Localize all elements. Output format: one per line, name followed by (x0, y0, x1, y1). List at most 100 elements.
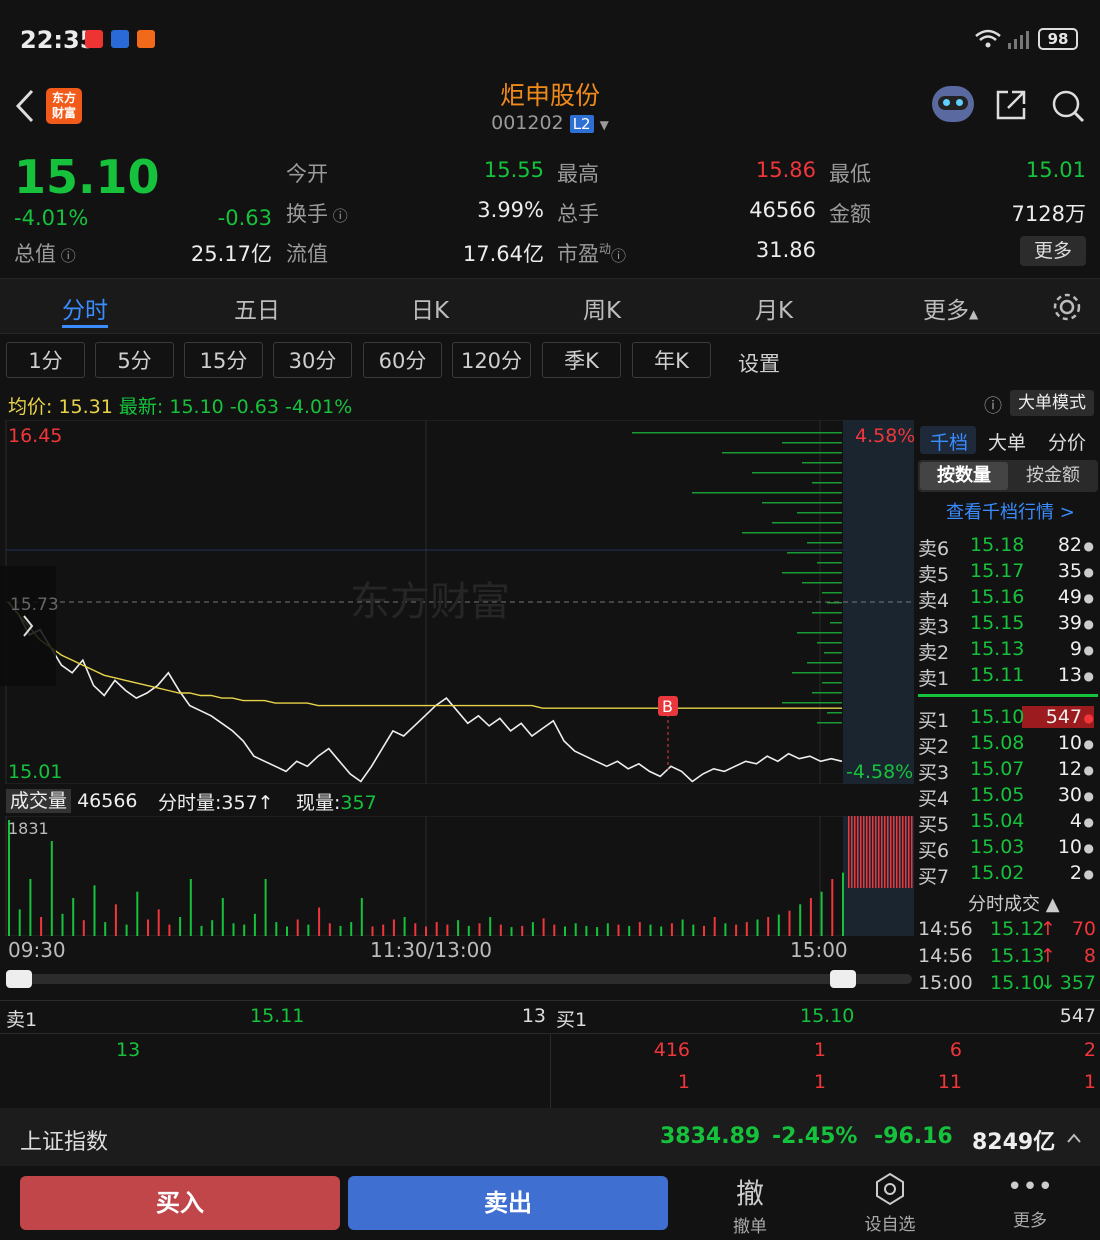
collapse-handle[interactable] (0, 566, 56, 686)
depth-bar (817, 642, 842, 644)
depth-bar (782, 572, 842, 574)
ask-row[interactable]: 卖5 15.17 35 ● (916, 560, 1098, 586)
period-quarter-k[interactable]: 季K (542, 342, 621, 378)
back-icon[interactable] (12, 88, 38, 124)
time-axis-mid: 11:30/13:00 (370, 938, 493, 962)
buy-marker[interactable] (658, 696, 678, 716)
order-dot-icon: ● (1083, 539, 1094, 553)
subtab-by-amount[interactable]: 按金额 (1026, 465, 1080, 486)
side-tab-depth[interactable]: 千档 (930, 432, 969, 454)
auction-bar (851, 816, 853, 888)
bid-order-qty: 2 (1083, 1039, 1096, 1061)
index-ticker[interactable]: 上证指数 3834.89 -2.45% -96.16 8249亿 (0, 1108, 1100, 1166)
volume-bar (788, 910, 791, 936)
bid-row[interactable]: 买2 15.08 10 ● (916, 732, 1098, 758)
volume-chart[interactable]: 1831 (0, 816, 914, 936)
tick-price: 15.10 (990, 972, 1045, 994)
gear-icon[interactable] (1052, 292, 1082, 322)
auction-bar (878, 816, 880, 888)
period-15m[interactable]: 15分 (184, 342, 263, 378)
depth-bar (812, 612, 842, 614)
period-30m[interactable]: 30分 (273, 342, 352, 378)
volume-bar (82, 920, 85, 936)
bid-row[interactable]: 买7 15.02 2 ● (916, 862, 1098, 888)
bid-order-qty: 1 (677, 1071, 690, 1093)
ask-row[interactable]: 卖1 15.11 13 ● (916, 664, 1098, 690)
stock-code-line[interactable]: 001202 L2 ▼ (470, 112, 630, 134)
tab-five-day[interactable]: 五日 (234, 298, 280, 324)
tick-time: 14:56 (918, 945, 973, 967)
bid-row[interactable]: 买6 15.03 10 ● (916, 836, 1098, 862)
more-quote-button[interactable]: 更多 (1020, 236, 1086, 266)
volume-bar (649, 924, 652, 936)
ask-price: 15.17 (970, 560, 1025, 582)
auction-bar (902, 816, 904, 888)
ask-row[interactable]: 卖2 15.13 9 ● (916, 638, 1098, 664)
period-5m[interactable]: 5分 (95, 342, 174, 378)
more-actions-button[interactable]: ••• 更多 (990, 1172, 1070, 1231)
ask-row[interactable]: 卖3 15.15 39 ● (916, 612, 1098, 638)
tab-intraday[interactable]: 分时 (62, 298, 108, 324)
ticks-title[interactable]: 分时成交 ▲ (968, 894, 1060, 915)
volume-bar (29, 879, 32, 936)
range-scrollbar[interactable] (8, 974, 912, 984)
price-max-label: 16.45 (8, 425, 62, 447)
range-handle-left[interactable] (6, 970, 32, 988)
tab-more[interactable]: 更多▲ (923, 298, 979, 324)
volume-bar (531, 922, 534, 936)
turnover-label[interactable]: 换手 ⓘ (286, 202, 348, 226)
big-order-mode-button[interactable]: 大单模式 (1010, 390, 1094, 416)
period-120m[interactable]: 120分 (452, 342, 531, 378)
range-handle-right[interactable] (830, 970, 856, 988)
volume-bar (179, 917, 182, 936)
ask-qty: 35 (1057, 560, 1082, 582)
tab-daily-k[interactable]: 日K (411, 298, 450, 324)
volume-bar (61, 913, 64, 936)
volume-bar (189, 879, 192, 936)
chevron-up-icon[interactable] (1066, 1132, 1082, 1144)
auction-bar (860, 816, 862, 888)
volume-indicator-select[interactable]: 成交量 (6, 789, 72, 813)
bid-row[interactable]: 买4 15.05 30 ● (916, 784, 1098, 810)
tab-monthly-k[interactable]: 月K (755, 298, 794, 324)
ask-label: 卖2 (918, 642, 950, 664)
period-year-k[interactable]: 年K (632, 342, 711, 378)
order-dot-icon: ● (1083, 591, 1094, 605)
buy-button[interactable]: 买入 (20, 1176, 340, 1230)
latest-pct: -4.01% (285, 396, 353, 418)
subtab-by-qty[interactable]: 按数量 (920, 462, 1008, 490)
bid-row[interactable]: 买1 15.10 547 ● (916, 706, 1098, 732)
pe-label[interactable]: 市盈动ⓘ (557, 242, 627, 266)
period-60m[interactable]: 60分 (363, 342, 442, 378)
price-chart[interactable]: 东方财富 B 16.45 15.01 4.58% -4.58% 15.73 (0, 420, 914, 784)
bid-row[interactable]: 买5 15.04 4 ● (916, 810, 1098, 836)
bid-qty: 12 (1057, 758, 1082, 780)
side-tab-price[interactable]: 分价 (1048, 432, 1087, 454)
bid-row[interactable]: 买3 15.07 12 ● (916, 758, 1098, 784)
cancel-order-button[interactable]: 撤 撤单 (710, 1172, 790, 1237)
volume-bar (446, 924, 449, 936)
view-full-depth-link[interactable]: 查看千档行情 > (946, 502, 1075, 523)
bid-price: 15.02 (970, 862, 1025, 884)
period-settings-button[interactable]: 设置 (738, 352, 780, 376)
tab-weekly-k[interactable]: 周K (583, 298, 622, 324)
chevron-right-icon[interactable] (23, 615, 34, 637)
help-icon[interactable]: ⓘ (984, 396, 1002, 417)
status-time: 22:35 (20, 26, 97, 54)
now-volume: 现量:357 (296, 792, 377, 814)
sell-button[interactable]: 卖出 (348, 1176, 668, 1230)
depth-bar (830, 622, 842, 624)
auction-bar (905, 816, 907, 888)
volume-bar (756, 919, 759, 936)
side-tab-bigorder[interactable]: 大单 (988, 432, 1027, 454)
cancel-order-label: 撤单 (733, 1217, 767, 1237)
search-icon[interactable] (1050, 88, 1086, 124)
period-1m[interactable]: 1分 (6, 342, 85, 378)
ask-row[interactable]: 卖4 15.16 49 ● (916, 586, 1098, 612)
app-logo[interactable]: 东方 财富 (46, 88, 82, 124)
share-icon[interactable] (994, 88, 1028, 122)
robot-assistant-icon[interactable] (932, 86, 974, 122)
mktcap-label[interactable]: 总值 ⓘ (14, 242, 76, 266)
ask-row[interactable]: 卖6 15.18 82 ● (916, 534, 1098, 560)
add-watchlist-button[interactable]: 设自选 (850, 1172, 930, 1235)
